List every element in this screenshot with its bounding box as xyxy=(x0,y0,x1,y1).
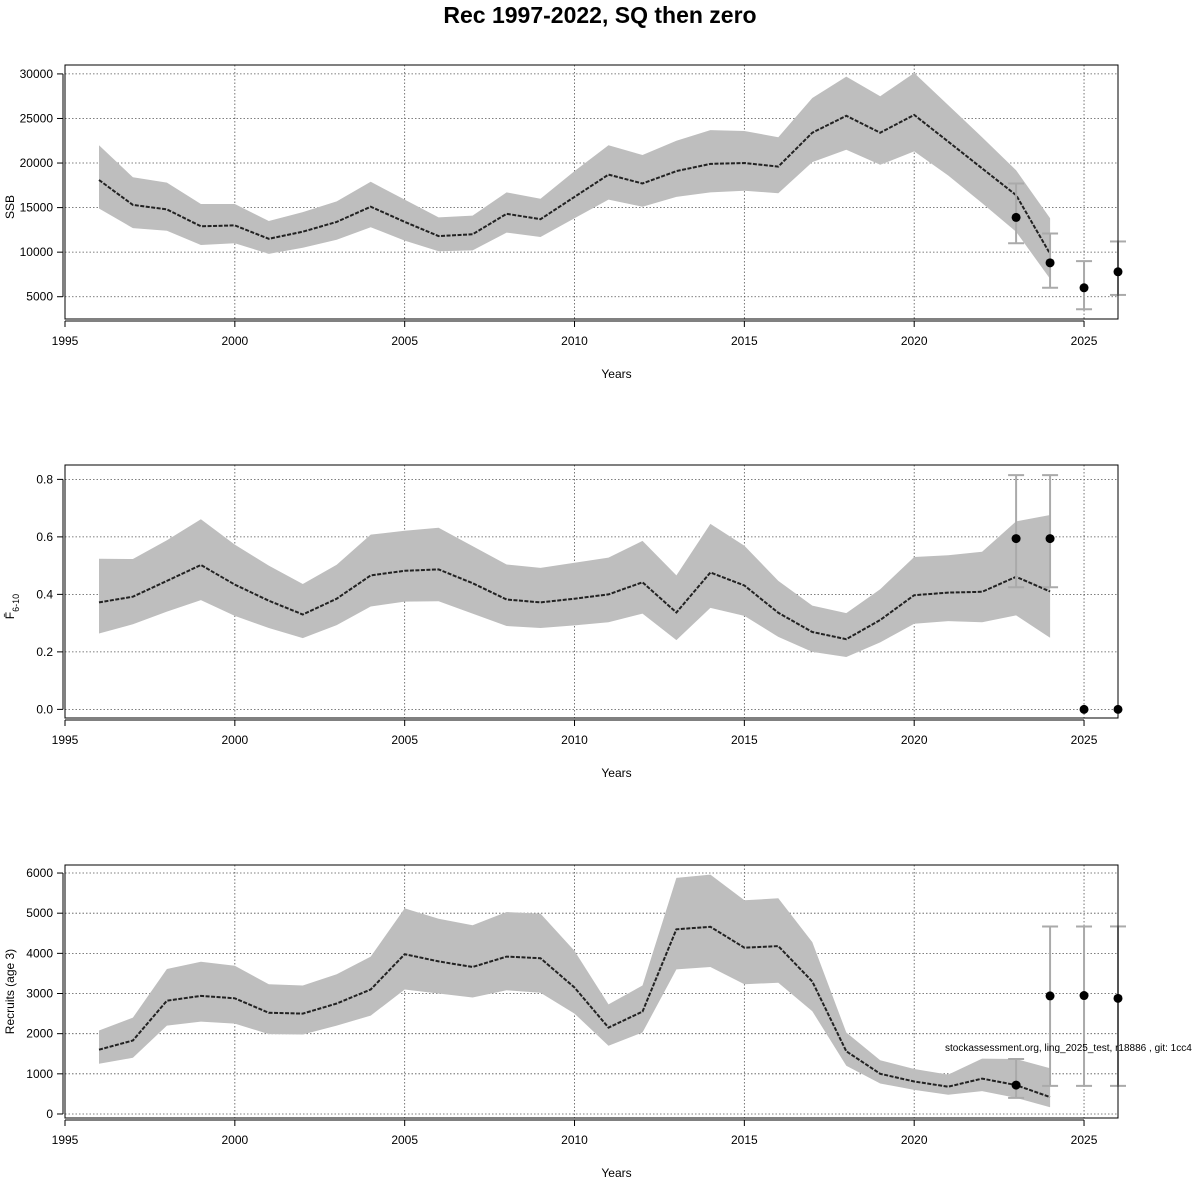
watermark-text: stockassessment.org, ling_2025_test, r18… xyxy=(945,1043,1192,1054)
confidence-band xyxy=(99,874,1051,1108)
y-tick-label: 0.2 xyxy=(36,645,53,659)
plot-border xyxy=(64,64,1119,320)
y-tick-label: 2000 xyxy=(26,1027,53,1041)
x-tick-label: 2010 xyxy=(561,334,588,348)
forecast-point xyxy=(1011,534,1021,544)
x-tick-label: 2025 xyxy=(1071,1133,1098,1147)
chart-title: Rec 1997-2022, SQ then zero xyxy=(443,2,757,28)
forecast-point xyxy=(1011,212,1021,222)
estimate-line xyxy=(98,563,1051,641)
x-tick-label: 2025 xyxy=(1071,334,1098,348)
y-tick-label: 25000 xyxy=(20,111,54,125)
y-tick-label: 0.6 xyxy=(36,530,53,544)
y-tick-label: 5000 xyxy=(26,290,53,304)
y-axis-title: F̄6-10 xyxy=(3,594,21,619)
x-tick-label: 2020 xyxy=(901,733,928,747)
panel-3: 1995 2000 2005 2010 2015 2020 2025 Years 0 1000 20… xyxy=(3,864,1126,1180)
x-tick-label: 2015 xyxy=(731,733,758,747)
y-tick-label: 10000 xyxy=(20,245,54,259)
y-tick-label: 5000 xyxy=(26,906,53,920)
y-tick-label: 15000 xyxy=(20,201,54,215)
x-tick-label: 2020 xyxy=(901,1133,928,1147)
y-tick-label: 1000 xyxy=(26,1067,53,1081)
x-tick-label: 2020 xyxy=(901,334,928,348)
x-tick-label: 2005 xyxy=(391,334,418,348)
x-tick-label: 2010 xyxy=(561,733,588,747)
y-tick-label: 0.4 xyxy=(36,587,53,601)
y-tick-label: 3000 xyxy=(26,987,53,1001)
panel-2: 1995 2000 2005 2010 2015 2020 2025 Years 0.0 0.2 0… xyxy=(3,464,1123,780)
forecast-point xyxy=(1045,991,1055,1001)
x-axis-title: Years xyxy=(601,766,631,780)
forecast-point xyxy=(1011,1080,1021,1090)
y-tick-label: 6000 xyxy=(26,866,53,880)
estimate-line xyxy=(98,113,1051,255)
y-tick-label: 4000 xyxy=(26,946,53,960)
confidence-band xyxy=(99,515,1051,657)
x-tick-label: 1995 xyxy=(52,1133,79,1147)
x-tick-label: 2000 xyxy=(221,1133,248,1147)
x-tick-label: 2010 xyxy=(561,1133,588,1147)
y-axis-title-subscript: 6-10 xyxy=(11,594,21,612)
x-tick-label: 2000 xyxy=(221,733,248,747)
y-tick-label: 20000 xyxy=(20,156,54,170)
x-tick-label: 1995 xyxy=(52,334,79,348)
confidence-band xyxy=(99,73,1051,279)
plot-border xyxy=(64,464,1119,719)
y-tick-label: 0 xyxy=(46,1107,53,1121)
forecast-point xyxy=(1045,258,1055,268)
y-tick-label: 30000 xyxy=(20,67,54,81)
panel-1: 1995 2000 2005 2010 2015 2020 2025 Years 5000 100… xyxy=(3,64,1126,381)
forecast-point xyxy=(1079,704,1089,714)
y-axis-title: SSB xyxy=(3,195,17,219)
estimate-line xyxy=(98,925,1051,1099)
x-tick-label: 2015 xyxy=(731,334,758,348)
x-axis-title: Years xyxy=(601,1166,631,1180)
x-axis-title: Years xyxy=(601,367,631,381)
x-tick-label: 2000 xyxy=(221,334,248,348)
x-tick-label: 1995 xyxy=(52,733,79,747)
x-tick-label: 2005 xyxy=(391,1133,418,1147)
forecast-point xyxy=(1079,991,1089,1001)
x-tick-label: 2025 xyxy=(1071,733,1098,747)
y-tick-label: 0.0 xyxy=(36,702,53,716)
x-tick-label: 2005 xyxy=(391,733,418,747)
x-tick-label: 2015 xyxy=(731,1133,758,1147)
y-axis-title: Recruits (age 3) xyxy=(3,949,17,1034)
plot-border xyxy=(64,864,1119,1119)
forecast-point xyxy=(1079,283,1089,293)
y-tick-label: 0.8 xyxy=(36,472,53,486)
forecast-point xyxy=(1045,534,1055,544)
